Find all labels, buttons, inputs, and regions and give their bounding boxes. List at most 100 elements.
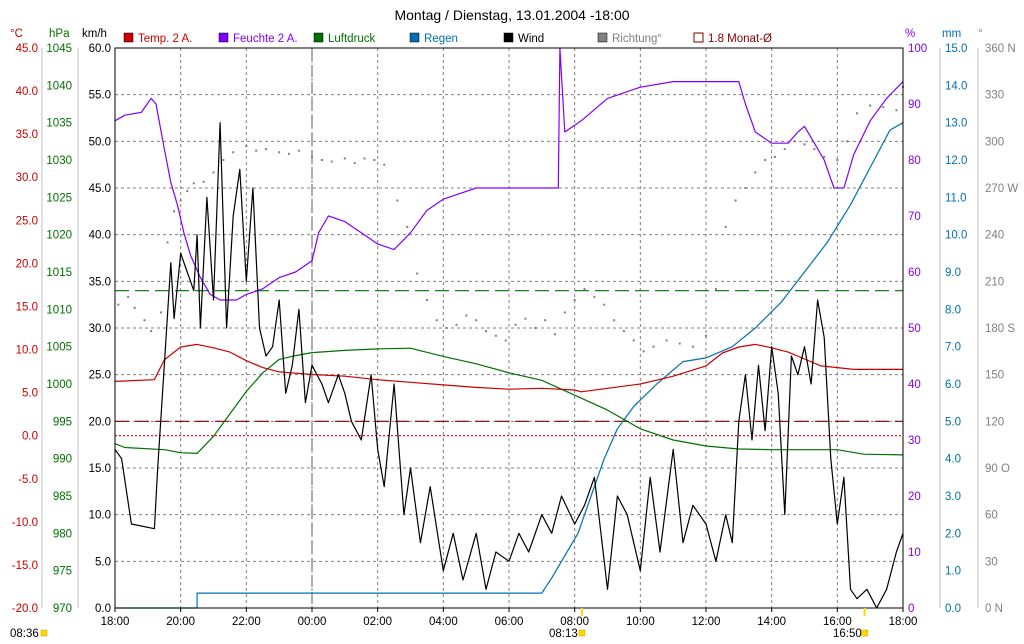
direction-point [869,104,872,107]
temp-axis-label: 5.0 [22,388,38,400]
direction-point [665,339,668,342]
direction-point [383,163,386,166]
x-tick-label: 06:00 [495,616,524,628]
direction-point [813,148,816,151]
direction-point [363,157,366,160]
direction-point [705,334,707,337]
wind-axis-label: 45.0 [89,183,111,195]
humidity-axis-label: 40 [908,379,921,391]
sun-marker-icon [578,629,586,637]
wind-axis-label: 40.0 [89,230,111,242]
legend-label: 1.8 Monat-Ø [708,33,772,45]
direction-point [553,333,556,336]
rain-axis-label: 11.0 [945,192,967,204]
humidity-axis-label: 20 [908,491,921,503]
direction-point [603,303,606,306]
rain-axis-label: 14.0 [945,80,967,92]
direction-point [836,159,839,161]
x-axis: 18:00 20:00 22:00 00:00 02:00 04:00 06:00 08:00… [101,608,917,628]
wind-unit: km/h [82,28,107,40]
direction-point [714,288,717,291]
direction-point [632,339,635,342]
direction-axis-label: 60 [985,510,998,522]
direction-point [278,151,281,154]
direction-point [803,143,806,146]
temp-axis-label: 0.0 [22,431,38,443]
pressure-axis-label: 1000 [46,379,72,391]
rain-axis-label: 10.0 [945,230,967,242]
direction-point [330,160,333,163]
direction-point [793,140,796,143]
rain-axis-label: 8.0 [945,304,961,316]
direction-point [192,182,195,185]
legend-swatch [409,32,420,43]
direction-point [734,199,737,202]
direction-point [255,149,258,152]
wind-axis-label: 15.0 [89,463,111,475]
direction-point [534,327,537,329]
humidity-axis-label: 10 [908,547,921,559]
rain-axis-label: 2.0 [945,528,961,540]
left-axes: -20.0 -15.0 -10.0 -5.0 0.0 5.0 10.0 15.0 20.0 25.… [12,43,111,615]
rain-axis-label: 0.0 [945,603,961,615]
pressure-unit: hPa [49,28,70,40]
direction-point [186,190,189,193]
legend-label: Richtung° [612,33,662,45]
rain-axis-label: 15.0 [945,43,967,55]
direction-point [445,327,448,329]
sun-time-label: 08:36 [10,628,39,640]
temp-axis-label: 10.0 [16,345,38,357]
direction-point [232,151,235,154]
wind-axis-label: 10.0 [89,510,111,522]
rain-axis-label: 1.0 [945,566,961,578]
direction-point [485,330,488,333]
series-luftdruck [114,347,904,456]
direction-point [783,148,786,151]
direction-axis-label: 90 O [985,463,1010,475]
direction-point [425,299,428,301]
direction-point [455,323,458,326]
humidity-axis-label: 80 [908,155,921,167]
temp-axis-label: 35.0 [16,129,38,141]
direction-point [396,199,399,202]
direction-point [563,311,566,314]
direction-point [416,272,419,275]
sun-marker-icon [861,629,868,637]
series [114,47,904,609]
pressure-axis-label: 1040 [46,80,72,92]
direction-axis-label: 240 [985,230,1004,242]
direction-point [613,319,616,322]
x-tick-label: 08:00 [560,616,589,628]
legend: Temp. 2 A. Feuchte 2 A. Luftdruck Regen Wind… [123,32,772,45]
temp-axis-label: 30.0 [16,172,38,184]
pressure-axis-label: 1030 [46,155,72,167]
x-tick-label: 02:00 [363,616,392,628]
x-tick-label: 22:00 [232,616,261,628]
direction-point [642,350,645,353]
wind-axis-label: 20.0 [89,416,111,428]
pressure-axis-label: 1035 [46,118,72,130]
temp-axis-label: 40.0 [16,86,38,98]
humidity-axis-label: 50 [908,323,921,335]
direction-axis-label: 180 S [985,323,1015,335]
x-tick-label: 18:00 [101,616,130,628]
pressure-axis-label: 1045 [46,43,72,55]
legend-swatch [597,32,608,43]
direction-point [159,311,162,314]
direction-point [882,106,885,109]
plot-frame [114,47,904,609]
rain-axis-label: 13.0 [945,118,967,130]
direction-point [524,317,527,320]
direction-point [117,303,120,306]
direction-point [754,171,757,174]
direction-point [179,199,182,202]
direction-point [406,225,409,228]
direction-unit: ° [978,28,983,40]
x-tick-label: 12:00 [692,616,721,628]
legend-label: Luftdruck [328,33,376,45]
direction-point [245,145,248,147]
direction-point [773,155,776,158]
direction-axis-label: 300 [985,136,1004,148]
direction-point [652,345,655,348]
